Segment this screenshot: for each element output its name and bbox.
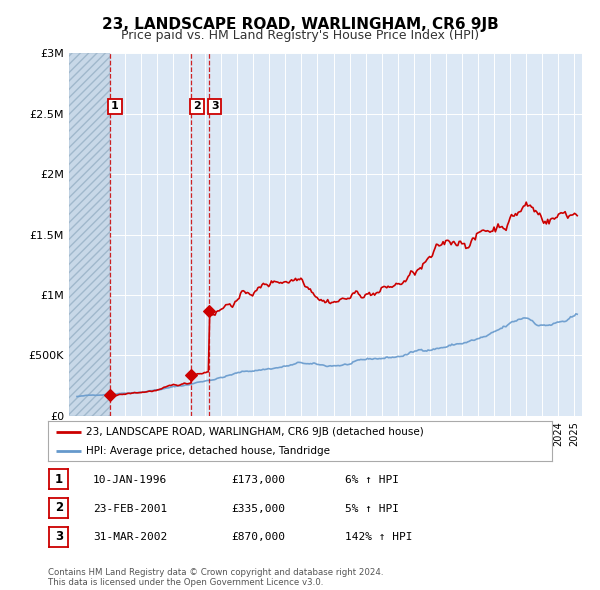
Text: £335,000: £335,000: [231, 504, 285, 513]
Text: HPI: Average price, detached house, Tandridge: HPI: Average price, detached house, Tand…: [86, 446, 330, 456]
Text: 1: 1: [55, 473, 63, 486]
Text: 6% ↑ HPI: 6% ↑ HPI: [345, 475, 399, 484]
Text: 2: 2: [55, 502, 63, 514]
Text: 2: 2: [193, 101, 201, 112]
Text: 31-MAR-2002: 31-MAR-2002: [93, 533, 167, 542]
Text: £870,000: £870,000: [231, 533, 285, 542]
Text: 1: 1: [111, 101, 119, 112]
Text: 23, LANDSCAPE ROAD, WARLINGHAM, CR6 9JB: 23, LANDSCAPE ROAD, WARLINGHAM, CR6 9JB: [101, 17, 499, 31]
Text: Price paid vs. HM Land Registry's House Price Index (HPI): Price paid vs. HM Land Registry's House …: [121, 29, 479, 42]
Point: [105, 391, 115, 400]
Text: 5% ↑ HPI: 5% ↑ HPI: [345, 504, 399, 513]
Point: [205, 306, 214, 316]
Text: 3: 3: [211, 101, 218, 112]
Text: 23, LANDSCAPE ROAD, WARLINGHAM, CR6 9JB (detached house): 23, LANDSCAPE ROAD, WARLINGHAM, CR6 9JB …: [86, 428, 424, 438]
Text: £173,000: £173,000: [231, 475, 285, 484]
Point: [187, 371, 196, 380]
Text: Contains HM Land Registry data © Crown copyright and database right 2024.
This d: Contains HM Land Registry data © Crown c…: [48, 568, 383, 587]
Text: 10-JAN-1996: 10-JAN-1996: [93, 475, 167, 484]
Text: 23-FEB-2001: 23-FEB-2001: [93, 504, 167, 513]
Text: 3: 3: [55, 530, 63, 543]
Text: 142% ↑ HPI: 142% ↑ HPI: [345, 533, 413, 542]
